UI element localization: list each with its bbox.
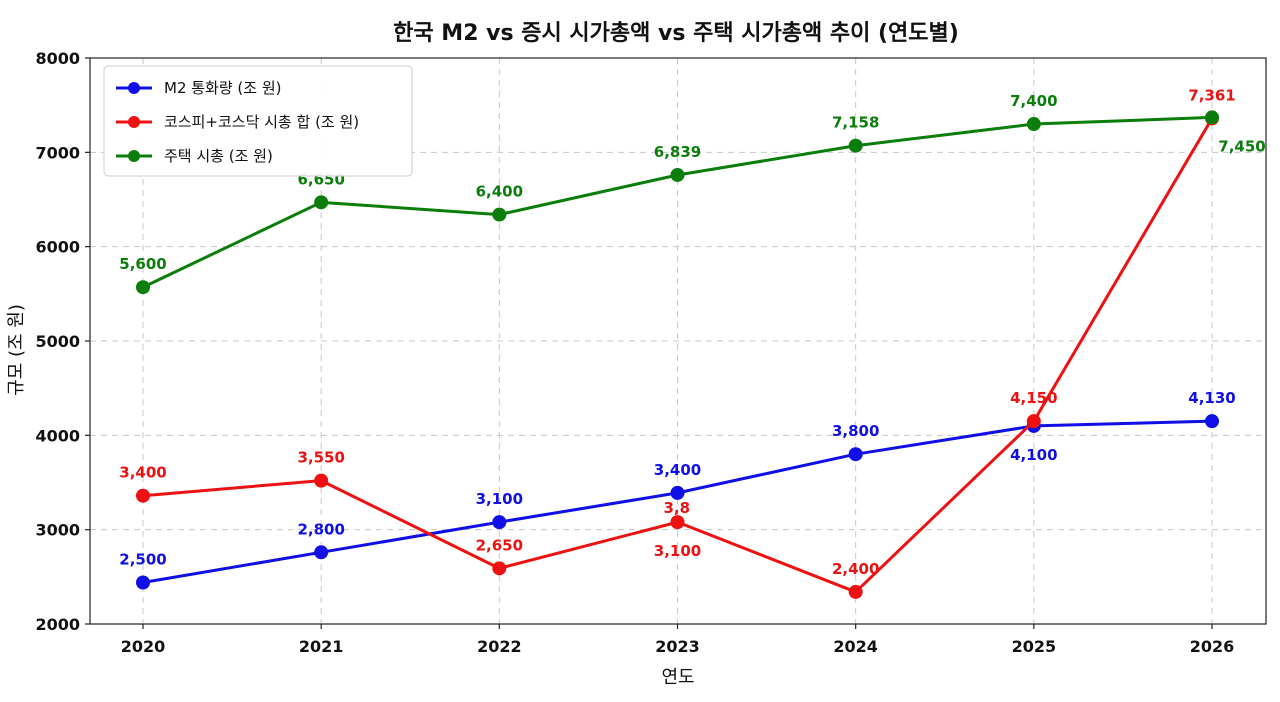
data-point (492, 561, 507, 576)
data-point (848, 138, 863, 153)
data-label: 4,100 (1010, 446, 1057, 464)
legend: M2 통화량 (조 원) 코스피+코스닥 시총 합 (조 원) 주택 시총 (조 원… (103, 65, 413, 177)
x-axis-label: 연도 (661, 667, 694, 688)
x-tick-label: 2026 (1190, 637, 1235, 656)
data-point (492, 515, 507, 530)
data-label: 3,800 (832, 422, 879, 440)
data-label: 2,500 (119, 550, 166, 568)
data-label: 4,130 (1188, 389, 1235, 407)
data-label: 2,650 (476, 536, 523, 554)
y-tick-label: 4000 (35, 426, 80, 445)
data-label: 6,839 (654, 143, 701, 161)
x-tick-label: 2021 (299, 637, 344, 656)
legend-marker (128, 82, 140, 94)
y-tick-label: 6000 (35, 238, 80, 257)
y-tick-label: 2000 (35, 615, 80, 634)
data-label: 3,400 (119, 464, 166, 482)
x-tick-label: 2025 (1012, 637, 1057, 656)
data-label: 3,400 (654, 461, 701, 479)
legend-marker (128, 116, 140, 128)
data-point (670, 485, 685, 500)
data-label: 5,600 (119, 255, 166, 273)
data-label: 7,400 (1010, 92, 1057, 110)
data-point (314, 473, 329, 488)
chart-title: 한국 M2 vs 증시 시가총액 vs 주택 시가총액 추이 (연도별) (393, 21, 959, 46)
data-point (314, 195, 329, 210)
data-point (848, 447, 863, 462)
data-label: 7,361 (1188, 86, 1235, 104)
legend-marker (128, 150, 140, 162)
data-label: 7,158 (832, 114, 879, 132)
overlap-annotation: 3,8 (664, 499, 691, 517)
y-tick-label: 7000 (35, 143, 80, 162)
data-label: 7,450 (1218, 137, 1265, 155)
x-tick-label: 2024 (833, 637, 878, 656)
x-tick-label: 2023 (655, 637, 700, 656)
grid (90, 58, 1266, 624)
legend-label: 코스피+코스닥 시총 합 (조 원) (164, 113, 359, 131)
series-group (136, 110, 1219, 599)
data-point (670, 167, 685, 182)
data-point (1026, 414, 1041, 429)
y-tick-label: 8000 (35, 49, 80, 68)
y-axis: 2000 3000 4000 5000 6000 7000 8000 (35, 49, 90, 634)
annotations: 3,8 (664, 499, 691, 517)
data-point (1205, 110, 1219, 125)
data-label: 4,150 (1010, 389, 1057, 407)
y-axis-label: 규모 (조 원) (6, 304, 27, 396)
data-point (136, 280, 150, 295)
y-tick-label: 3000 (35, 521, 80, 540)
y-tick-label: 5000 (35, 332, 80, 351)
data-point (136, 575, 150, 590)
data-label: 3,100 (476, 490, 523, 508)
data-point (1026, 117, 1041, 132)
legend-label: M2 통화량 (조 원) (164, 79, 282, 97)
data-label: 2,400 (832, 560, 879, 578)
data-label: 6,400 (476, 183, 523, 201)
data-point (492, 207, 507, 222)
x-tick-label: 2020 (121, 637, 166, 656)
data-point (314, 545, 329, 560)
data-point (136, 488, 150, 503)
data-label: 3,550 (297, 449, 344, 467)
data-point (848, 584, 863, 599)
data-point (670, 515, 685, 530)
legend-label: 주택 시총 (조 원) (164, 147, 273, 165)
data-point (1205, 414, 1219, 429)
data-label: 2,800 (297, 520, 344, 538)
x-axis: 2020 2021 2022 2023 2024 2025 2026 (121, 624, 1235, 656)
data-label: 3,100 (654, 542, 701, 560)
data-labels: 2,500 2,800 3,100 3,400 3,800 4,100 4,130 3,400… (119, 86, 1265, 578)
x-tick-label: 2022 (477, 637, 522, 656)
legend-box (103, 65, 413, 177)
